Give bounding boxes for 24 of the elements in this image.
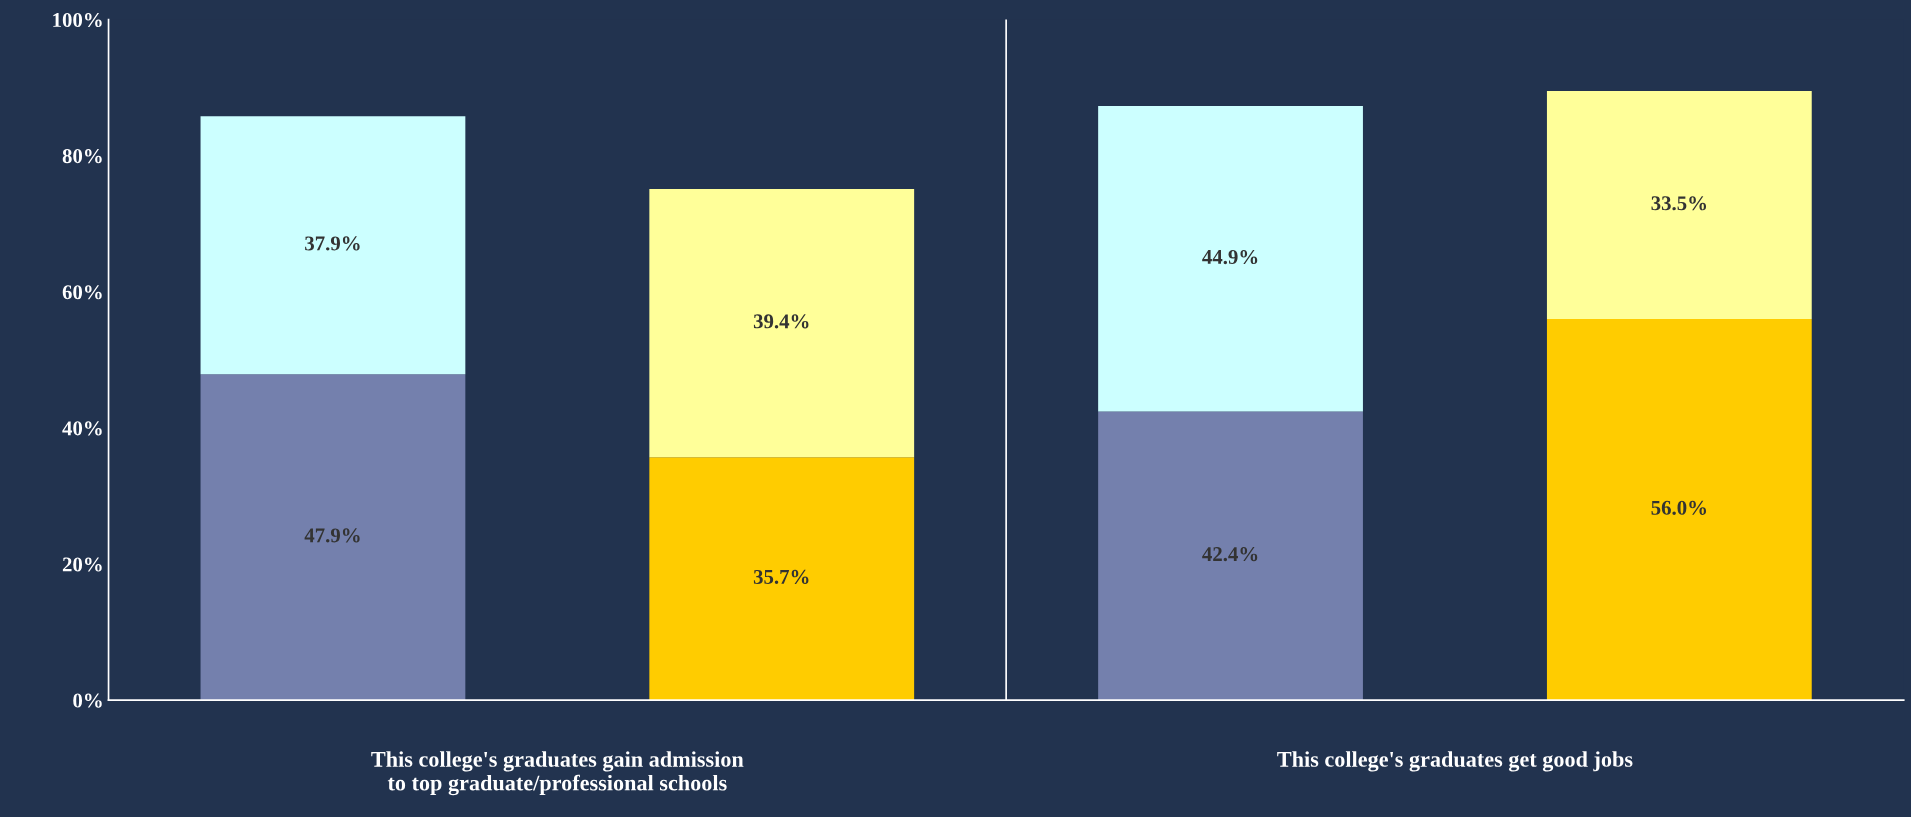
bar xyxy=(1546,319,1812,701)
text: This college's graduates get good jobs xyxy=(1277,751,1633,772)
bar xyxy=(649,189,915,458)
data-label: 37.9% xyxy=(305,236,360,251)
bar xyxy=(200,116,466,375)
data-label: 47.9% xyxy=(304,528,360,543)
data-label: 39.4% xyxy=(753,314,809,329)
y-tick-label: 40% xyxy=(62,421,102,436)
bar xyxy=(1098,411,1363,701)
bar xyxy=(1546,91,1812,320)
bar xyxy=(1098,106,1363,412)
y-tick-label: 60% xyxy=(62,285,102,300)
data-label: 33.5% xyxy=(1651,196,1707,211)
y-tick-label: 20% xyxy=(62,557,102,572)
y-tick-label: 80% xyxy=(62,149,102,164)
y-tick-label: 0% xyxy=(73,693,102,708)
text: This college's graduates gain admission to top graduate/professional schools xyxy=(371,751,744,796)
data-label: 35.7% xyxy=(753,569,809,584)
bar xyxy=(200,374,466,701)
y-tick-label: 100% xyxy=(53,12,102,28)
data-label: 42.4% xyxy=(1202,547,1258,562)
bar xyxy=(649,457,915,701)
data-label: 44.9% xyxy=(1202,249,1258,265)
data-label: 56.0% xyxy=(1651,500,1707,515)
